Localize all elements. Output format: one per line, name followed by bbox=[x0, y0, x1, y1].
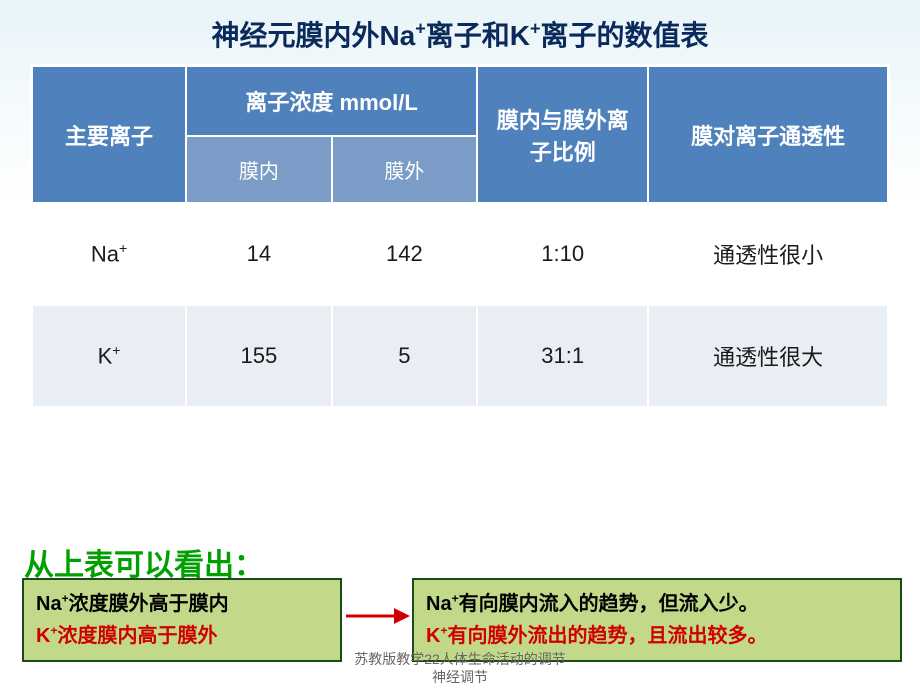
cell-ratio: 31:1 bbox=[477, 305, 648, 407]
cell-permeability: 通透性很小 bbox=[648, 203, 888, 305]
box-line: Na+浓度膜外高于膜内 bbox=[36, 588, 328, 620]
box-line: K+有向膜外流出的趋势，且流出较多。 bbox=[426, 620, 888, 652]
th-inside: 膜内 bbox=[186, 136, 332, 203]
title-sup: + bbox=[530, 19, 541, 39]
cell-permeability: 通透性很大 bbox=[648, 305, 888, 407]
ion-table: 主要离子 离子浓度 mmol/L 膜内与膜外离子比例 膜对离子通透性 膜内 膜外… bbox=[30, 64, 890, 409]
arrow-icon bbox=[344, 602, 410, 630]
th-permeability: 膜对离子通透性 bbox=[648, 66, 888, 203]
th-ratio: 膜内与膜外离子比例 bbox=[477, 66, 648, 203]
title-seg: 神经元膜内外Na bbox=[211, 20, 415, 51]
footer-text: 苏教版教学22人体生命活动的调节 神经调节 bbox=[0, 650, 920, 686]
footer-line: 苏教版教学22人体生命活动的调节 bbox=[0, 650, 920, 668]
box-line: K+浓度膜内高于膜外 bbox=[36, 620, 328, 652]
table-row: Na+ 14 142 1:10 通透性很小 bbox=[32, 203, 888, 305]
footer-line: 神经调节 bbox=[0, 668, 920, 686]
cell-ratio: 1:10 bbox=[477, 203, 648, 305]
box-line: Na+有向膜内流入的趋势，但流入少。 bbox=[426, 588, 888, 620]
cell-ion: Na+ bbox=[32, 203, 186, 305]
th-concentration: 离子浓度 mmol/L bbox=[186, 66, 477, 136]
th-outside: 膜外 bbox=[332, 136, 478, 203]
cell-outside: 142 bbox=[332, 203, 478, 305]
title-sup: + bbox=[415, 19, 426, 39]
cell-inside: 14 bbox=[186, 203, 332, 305]
table-row: K+ 155 5 31:1 通透性很大 bbox=[32, 305, 888, 407]
title-seg: 离子的数值表 bbox=[541, 20, 709, 51]
th-ion: 主要离子 bbox=[32, 66, 186, 203]
page-title: 神经元膜内外Na+离子和K+离子的数值表 bbox=[0, 0, 920, 64]
cell-inside: 155 bbox=[186, 305, 332, 407]
title-seg: 离子和K bbox=[426, 20, 530, 51]
cell-outside: 5 bbox=[332, 305, 478, 407]
cell-ion: K+ bbox=[32, 305, 186, 407]
